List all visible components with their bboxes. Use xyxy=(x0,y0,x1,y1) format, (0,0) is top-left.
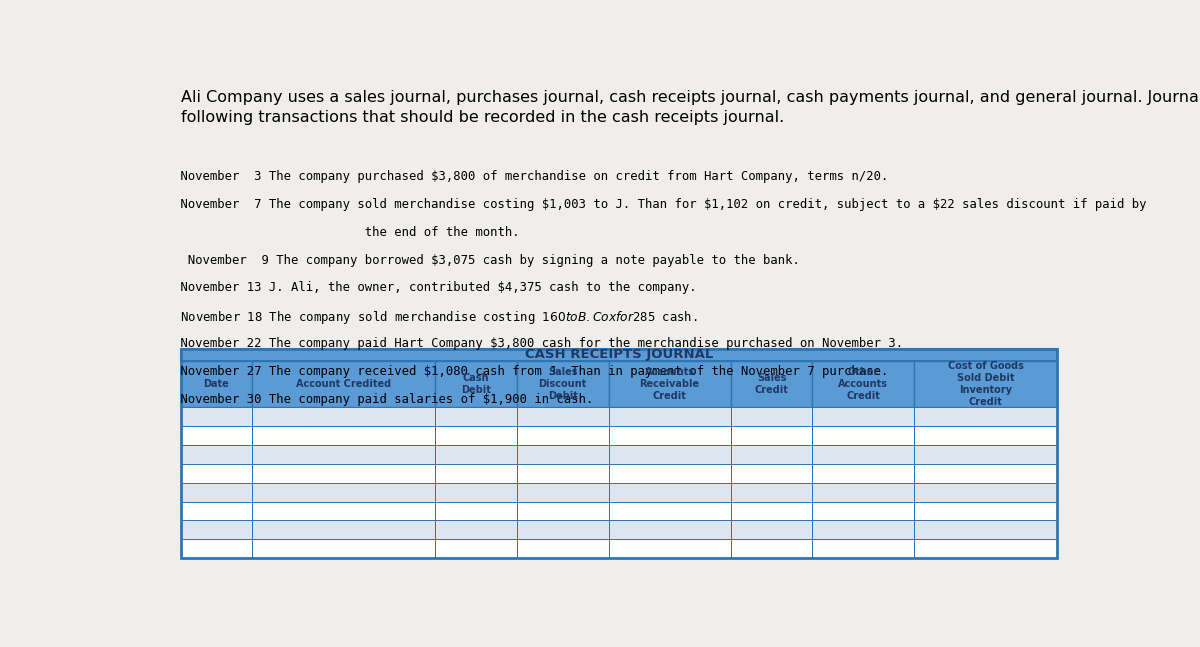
Bar xyxy=(914,520,1057,540)
Bar xyxy=(608,444,731,464)
Text: November 22 The company paid Hart Company $3,800 cash for the merchandise purcha: November 22 The company paid Hart Compan… xyxy=(173,337,904,350)
Bar xyxy=(731,407,812,426)
Bar xyxy=(812,501,914,520)
Bar xyxy=(731,483,812,501)
Bar xyxy=(517,464,608,483)
Bar xyxy=(181,407,252,426)
Bar xyxy=(252,464,436,483)
Bar xyxy=(731,520,812,540)
Bar xyxy=(252,360,436,407)
Bar xyxy=(517,501,608,520)
Bar xyxy=(252,520,436,540)
Bar xyxy=(608,501,731,520)
Text: the end of the month.: the end of the month. xyxy=(173,226,520,239)
Bar xyxy=(812,464,914,483)
Bar xyxy=(517,444,608,464)
Bar xyxy=(608,520,731,540)
Bar xyxy=(252,540,436,558)
Bar xyxy=(252,483,436,501)
Bar xyxy=(517,483,608,501)
Text: November 30 The company paid salaries of $1,900 in cash.: November 30 The company paid salaries of… xyxy=(173,393,594,406)
Bar xyxy=(812,444,914,464)
Text: Cash
Debit: Cash Debit xyxy=(461,373,491,395)
Text: Cost of Goods
Sold Debit
Inventory
Credit: Cost of Goods Sold Debit Inventory Credi… xyxy=(948,360,1024,407)
Bar xyxy=(812,407,914,426)
Bar xyxy=(181,349,1057,558)
Bar xyxy=(517,407,608,426)
Text: Account Credited: Account Credited xyxy=(296,378,391,389)
Bar xyxy=(608,464,731,483)
Text: Date: Date xyxy=(204,378,229,389)
Bar xyxy=(252,407,436,426)
Bar xyxy=(517,540,608,558)
Bar xyxy=(914,426,1057,444)
Bar xyxy=(252,426,436,444)
Bar xyxy=(181,540,252,558)
Text: Sales
Credit: Sales Credit xyxy=(755,373,788,395)
Bar xyxy=(914,464,1057,483)
Bar xyxy=(436,407,517,426)
Bar xyxy=(517,426,608,444)
Bar xyxy=(608,540,731,558)
Bar xyxy=(914,444,1057,464)
Text: November  9 The company borrowed $3,075 cash by signing a note payable to the ba: November 9 The company borrowed $3,075 c… xyxy=(173,254,800,267)
Bar xyxy=(517,520,608,540)
Text: November  7 The company sold merchandise costing $1,003 to J. Than for $1,102 on: November 7 The company sold merchandise … xyxy=(173,198,1147,211)
Bar xyxy=(252,444,436,464)
Bar xyxy=(436,426,517,444)
Bar xyxy=(436,501,517,520)
Text: Accounts
Receivable
Credit: Accounts Receivable Credit xyxy=(640,367,700,400)
Text: Sales
Discount
Debit: Sales Discount Debit xyxy=(539,367,587,400)
Bar xyxy=(731,540,812,558)
Text: CASH RECEIPTS JOURNAL: CASH RECEIPTS JOURNAL xyxy=(524,348,713,362)
Text: November  3 The company purchased $3,800 of merchandise on credit from Hart Comp: November 3 The company purchased $3,800 … xyxy=(173,170,889,183)
Bar xyxy=(731,360,812,407)
Bar xyxy=(812,483,914,501)
Bar xyxy=(731,444,812,464)
Bar xyxy=(608,360,731,407)
Bar xyxy=(914,483,1057,501)
Text: November 27 The company received $1,080 cash from J. Than in payment of the Nove: November 27 The company received $1,080 … xyxy=(173,365,889,378)
Bar xyxy=(181,464,252,483)
Bar xyxy=(436,360,517,407)
Text: Other
Accounts
Credit: Other Accounts Credit xyxy=(839,367,888,400)
Bar xyxy=(608,426,731,444)
Bar xyxy=(914,501,1057,520)
Bar xyxy=(436,464,517,483)
Bar xyxy=(436,520,517,540)
Bar xyxy=(731,464,812,483)
Bar xyxy=(436,444,517,464)
Text: November 18 The company sold merchandise costing $160 to B. Cox for $285 cash.: November 18 The company sold merchandise… xyxy=(173,309,698,326)
Bar xyxy=(181,349,1057,360)
Bar xyxy=(812,540,914,558)
Bar xyxy=(914,360,1057,407)
Bar xyxy=(436,483,517,501)
Bar xyxy=(181,426,252,444)
Bar xyxy=(731,426,812,444)
Bar xyxy=(608,407,731,426)
Bar xyxy=(608,483,731,501)
Text: Ali Company uses a sales journal, purchases journal, cash receipts journal, cash: Ali Company uses a sales journal, purcha… xyxy=(181,90,1200,126)
Bar xyxy=(914,540,1057,558)
Bar xyxy=(812,520,914,540)
Bar xyxy=(181,360,252,407)
Bar xyxy=(436,540,517,558)
Bar xyxy=(812,426,914,444)
Bar xyxy=(731,501,812,520)
Text: November 13 J. Ali, the owner, contributed $4,375 cash to the company.: November 13 J. Ali, the owner, contribut… xyxy=(173,281,697,294)
Bar xyxy=(181,444,252,464)
Bar xyxy=(252,501,436,520)
Bar xyxy=(181,483,252,501)
Bar xyxy=(181,501,252,520)
Bar xyxy=(181,520,252,540)
Bar xyxy=(914,407,1057,426)
Bar xyxy=(812,360,914,407)
Bar xyxy=(517,360,608,407)
